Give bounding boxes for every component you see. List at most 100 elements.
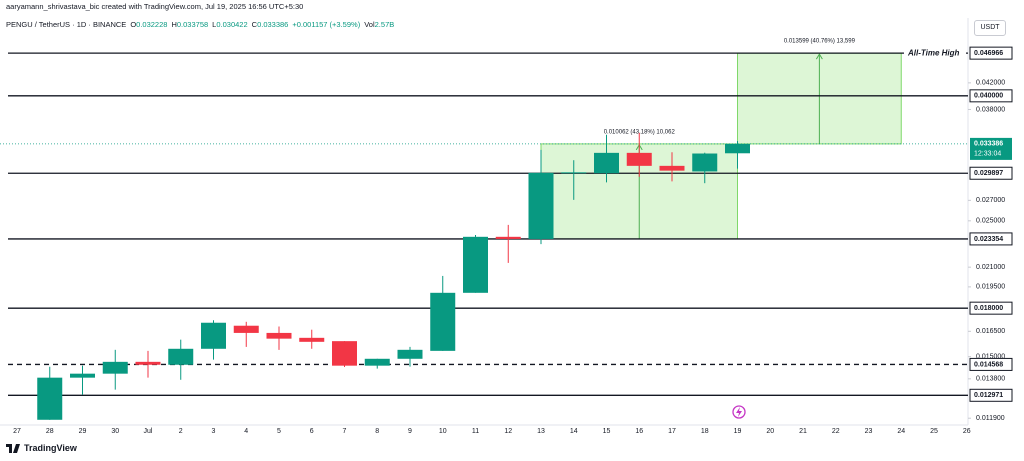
x-tick-label: 16 [635,428,643,435]
x-tick-label: 28 [46,428,54,435]
x-tick-label: 7 [343,428,347,435]
last-price-label: 0.033386 [974,141,1003,148]
candle-body [168,348,194,365]
x-tick-label: 3 [212,428,216,435]
candle-body [659,165,685,171]
level-label: 0.046966 [974,50,1003,57]
candle-body [626,152,652,166]
x-tick-label: 24 [897,428,905,435]
brand: TradingView [24,443,77,453]
level-label-box [969,89,1013,103]
x-tick-label: 12 [504,428,512,435]
x-tick-label: 10 [439,428,447,435]
level-label-box [969,232,1013,246]
stat-value: 0.032228 [136,20,168,29]
level-label: 0.023354 [974,236,1003,243]
x-tick-label: 19 [734,428,742,435]
x-tick-label: 26 [963,428,971,435]
x-tick-label: 14 [570,428,578,435]
candle-body [463,236,488,293]
candle-body [495,236,521,239]
x-tick-label: 20 [766,428,774,435]
x-tick-label: 29 [79,428,87,435]
level-label: 0.040000 [974,93,1003,100]
candle-body [135,361,161,365]
candle-body [102,361,128,374]
stat-value: 2.57B [374,20,395,29]
level-note: All-Time High [907,48,960,57]
stat-key: C [251,20,258,29]
y-tick-label: 0.027000 [976,197,1005,204]
symbol-bar: PENGU / TetherUS · 1D · BINANCE O0.032228… [6,20,394,29]
y-tick-label: 0.016500 [976,328,1005,335]
x-tick-label: 2 [179,428,183,435]
stat-value: 0.033386 [257,20,289,29]
measure-label: 0.013599 (40.76%) 13,599 [784,39,856,45]
level-label: 0.014568 [974,361,1003,368]
candle-body [299,337,325,342]
candle-body [201,322,226,349]
y-tick-label: 0.042000 [976,80,1005,87]
last-price-box [970,137,1012,160]
x-tick-label: 25 [930,428,938,435]
y-tick-label: 0.011900 [976,415,1005,422]
stat-key: L [212,20,217,29]
x-tick-label: 11 [472,428,479,435]
x-tick-label: 17 [668,428,676,435]
candle-body [528,172,554,239]
brand-logo [6,443,20,453]
candle-body [430,292,456,351]
candle-body [233,325,259,333]
stat-value: 0.033758 [176,20,209,29]
x-tick-label: 18 [701,428,709,435]
level-label: 0.012971 [974,392,1003,399]
measure-arrowhead [815,53,823,60]
x-tick-label: 21 [799,428,807,435]
x-tick-label: 9 [408,428,412,435]
x-tick-label: 5 [277,428,281,435]
stat-key: O [130,20,137,29]
symbol: PENGU / TetherUS · 1D · BINANCE [6,20,127,29]
x-tick-label: 30 [111,428,119,435]
x-tick-label: 27 [13,428,21,435]
author-line: aaryamann_shrivastava_bic created with T… [6,2,304,11]
candle-body [70,373,95,378]
stat-value: +0.001157 (+3.59%) [292,20,361,29]
x-tick-label: 22 [832,428,840,435]
candle-body [397,349,423,359]
candle-body [266,332,292,339]
x-tick-label: 15 [603,428,611,435]
level-label-box [969,357,1013,371]
note-bg [904,47,966,60]
y-tick-label: 0.019500 [976,284,1005,291]
stat-key: H [171,20,177,29]
lightning-icon[interactable] [732,405,746,419]
level-label-box [969,301,1013,315]
stat-value: 0.030422 [216,20,248,29]
stat-key: Vol [364,20,375,29]
footer: TradingView [6,443,77,453]
candle-body [725,143,750,154]
candle-body [364,358,390,366]
candle-body [594,152,619,174]
currency-button[interactable]: USDT [974,20,1006,36]
candle-body [692,153,718,172]
x-tick-label: 6 [310,428,314,435]
level-label: 0.029897 [974,170,1003,177]
candle-body [37,377,63,420]
level-label: 0.018000 [974,305,1003,312]
y-tick-label: 0.015000 [976,353,1005,360]
level-label-box [969,388,1013,402]
x-tick-label: 8 [375,428,379,435]
countdown: 12:33:04 [974,151,1001,158]
level-label-box [969,46,1013,60]
candle-body [332,341,357,366]
x-tick-label: 23 [865,428,873,435]
y-tick-label: 0.021000 [976,264,1005,271]
y-tick-label: 0.013800 [976,376,1005,383]
x-tick-label: 4 [244,428,248,435]
level-label-box [969,166,1013,180]
measure-label: 0.010062 (43.18%) 10,062 [604,129,676,135]
x-tick-label: Jul [144,428,153,435]
